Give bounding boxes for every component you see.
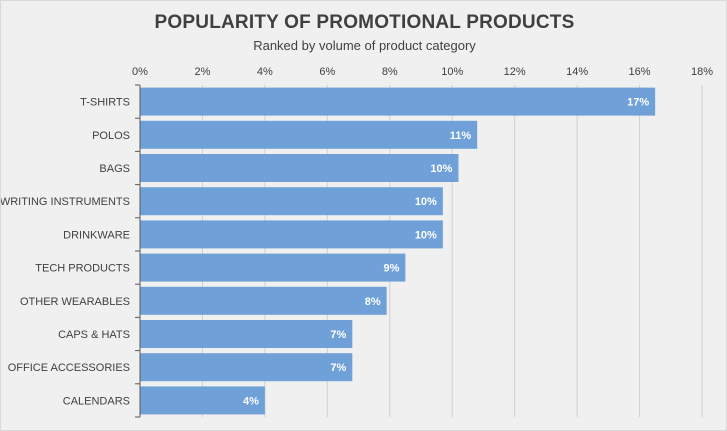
- category-label: OTHER WEARABLES: [20, 296, 130, 308]
- bar: [140, 88, 655, 116]
- data-label: 4%: [243, 395, 259, 407]
- x-tick-label: 4%: [257, 66, 273, 78]
- data-label: 7%: [330, 362, 346, 374]
- data-label: 10%: [415, 229, 437, 241]
- x-tick-label: 18%: [691, 66, 713, 78]
- category-label: BAGS: [99, 163, 130, 175]
- category-label: OFFICE ACCESSORIES: [8, 362, 130, 374]
- data-label: 9%: [383, 263, 399, 275]
- category-label: T-SHIRTS: [80, 97, 130, 109]
- x-tick-label: 16%: [629, 66, 651, 78]
- category-label: WRITING INSTRUMENTS: [1, 196, 130, 208]
- bar: [140, 254, 405, 282]
- data-label: 7%: [330, 329, 346, 341]
- data-label: 11%: [450, 130, 472, 142]
- x-tick-label: 10%: [441, 66, 463, 78]
- category-label: POLOS: [92, 130, 130, 142]
- bar: [140, 320, 352, 348]
- bar: [140, 187, 443, 215]
- x-tick-label: 14%: [566, 66, 588, 78]
- axes: [135, 85, 140, 417]
- x-tick-label: 12%: [504, 66, 526, 78]
- bar: [140, 154, 458, 182]
- x-tick-label: 8%: [382, 66, 398, 78]
- bar: [140, 220, 443, 248]
- bar: [140, 353, 352, 381]
- category-label: DRINKWARE: [63, 229, 130, 241]
- data-label: 10%: [415, 196, 437, 208]
- bar: [140, 121, 477, 149]
- x-tick-label: 6%: [319, 66, 335, 78]
- bars: [140, 88, 655, 415]
- category-label: CAPS & HATS: [58, 329, 130, 341]
- data-label: 8%: [365, 296, 381, 308]
- bar: [140, 287, 387, 315]
- x-tick-label: 0%: [132, 66, 148, 78]
- data-label: 10%: [430, 163, 452, 175]
- category-label: TECH PRODUCTS: [35, 263, 130, 275]
- x-tick-label: 2%: [194, 66, 210, 78]
- category-label: CALENDARS: [63, 395, 130, 407]
- data-label: 17%: [627, 97, 649, 109]
